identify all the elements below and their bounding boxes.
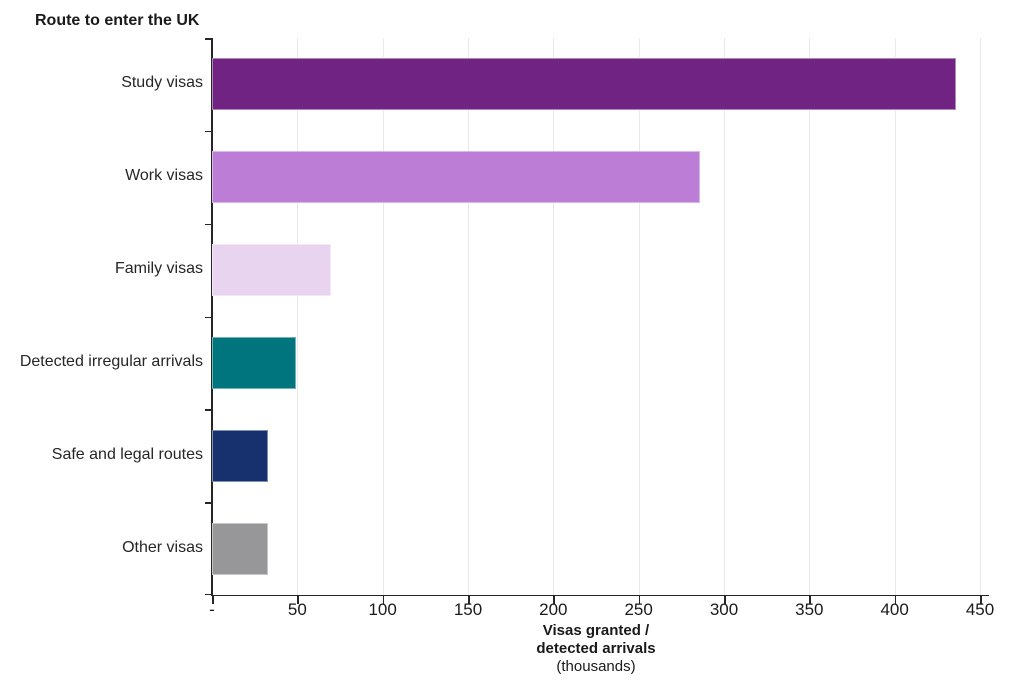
category-label-detected-irregular-arrivals: Detected irregular arrivals xyxy=(19,352,203,370)
y-axis-tick-0 xyxy=(205,38,212,40)
gridline-x-100 xyxy=(382,38,384,595)
x-axis-tick-200 xyxy=(553,596,555,604)
bar-study-visas xyxy=(212,58,957,111)
category-label-work-visas: Work visas xyxy=(125,167,203,185)
gridline-x-50 xyxy=(297,38,299,595)
bar-work-visas xyxy=(212,151,701,204)
x-axis-line xyxy=(211,594,989,596)
x-tick-label-200: 200 xyxy=(539,600,568,619)
x-tick-label-150: 150 xyxy=(453,600,483,619)
x-tick-label-300: 300 xyxy=(709,600,739,619)
x-axis-title-line2: detected arrivals xyxy=(536,640,656,657)
x-tick-label-250: 250 xyxy=(624,600,653,619)
x-axis-tick-50 xyxy=(297,596,299,604)
gridline-x-150 xyxy=(468,38,469,595)
category-label-safe-and-legal-routes: Safe and legal routes xyxy=(51,445,203,463)
gridline-x-200 xyxy=(553,38,555,595)
bar-safe-and-legal-routes xyxy=(212,429,269,482)
y-axis-tick-1 xyxy=(205,130,212,133)
x-axis-title: Visas granted / detected arrivals (thous… xyxy=(446,622,746,676)
x-axis-tick-450 xyxy=(980,596,982,604)
x-tick-label-0: - xyxy=(209,600,215,619)
x-tick-label-100: 100 xyxy=(368,600,397,619)
x-axis-title-line3: (thousands) xyxy=(556,658,636,675)
category-label-other-visas: Other visas xyxy=(122,538,203,556)
y-axis-tick-6 xyxy=(205,593,212,595)
gridline-x-450 xyxy=(980,38,981,595)
x-tick-label-400: 400 xyxy=(880,600,909,619)
x-axis-tick-150 xyxy=(468,596,470,604)
x-axis-tick-0 xyxy=(212,596,214,604)
x-axis-tick-350 xyxy=(809,596,811,604)
category-label-study-visas: Study visas xyxy=(121,74,203,92)
bar-other-visas xyxy=(212,522,269,575)
category-label-family-visas: Family visas xyxy=(114,260,203,278)
bar-family-visas xyxy=(212,244,332,297)
x-tick-label-50: 50 xyxy=(287,600,307,619)
gridline-x-250 xyxy=(638,38,640,595)
gridline-x-400 xyxy=(894,38,896,595)
x-tick-label-350: 350 xyxy=(795,600,824,619)
x-axis-tick-100 xyxy=(382,596,385,604)
y-axis-tick-3 xyxy=(205,316,212,318)
gridline-x-350 xyxy=(809,38,811,595)
x-axis-tick-300 xyxy=(724,596,726,604)
x-axis-title-line1: Visas granted / xyxy=(542,622,650,639)
y-axis-tick-5 xyxy=(205,502,212,504)
x-axis-tick-400 xyxy=(894,596,897,604)
y-axis-tick-2 xyxy=(205,223,212,226)
chart-title: Route to enter the UK xyxy=(35,12,200,29)
bar-detected-irregular-arrivals xyxy=(212,336,296,389)
plot-area xyxy=(205,38,990,604)
y-axis-tick-4 xyxy=(205,409,212,411)
x-axis-tick-250 xyxy=(638,596,641,604)
x-tick-label-450: 450 xyxy=(965,600,995,619)
gridline-x-300 xyxy=(724,38,725,595)
